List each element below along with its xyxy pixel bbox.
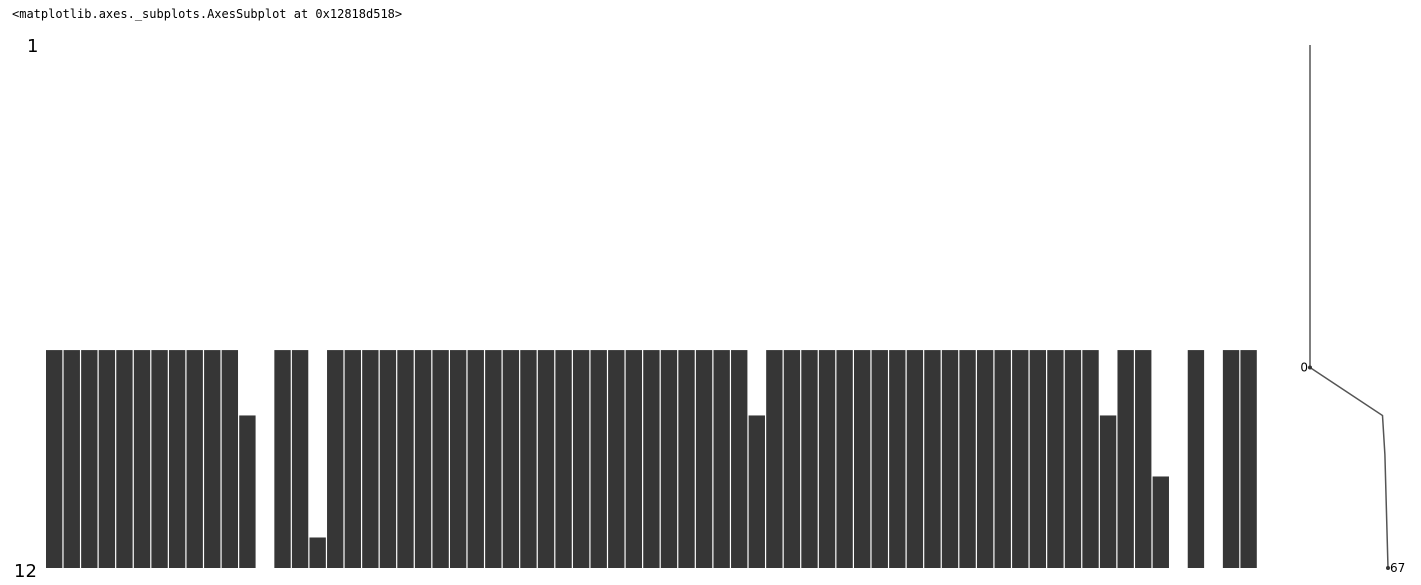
- matrix-bar-10: [204, 350, 221, 568]
- matrix-bar-61: [1099, 415, 1117, 568]
- matrix-bar-1: [46, 350, 63, 568]
- matrix-bar-12: [239, 415, 256, 568]
- matrix-bar-3: [81, 350, 98, 568]
- matrix-bar-51: [924, 350, 941, 568]
- matrix-bar-14: [274, 350, 291, 568]
- matrix-bar-60: [1082, 350, 1099, 568]
- y-tick-label-top: 1: [27, 36, 38, 57]
- matrix-bar-64: [1152, 476, 1169, 569]
- y-tick-label-bottom: 12: [14, 561, 37, 582]
- matrix-bar-24: [450, 350, 467, 568]
- matrix-bar-42: [766, 350, 783, 568]
- matrix-bar-56: [1012, 350, 1029, 568]
- matrix-bar-7: [151, 350, 168, 568]
- sparkline-min-marker: [1308, 365, 1312, 370]
- matrix-bar-66: [1187, 350, 1205, 568]
- matrix-bar-9: [186, 350, 203, 568]
- matrix-bar-52: [941, 350, 959, 568]
- sparkline-min-label: 0: [1300, 361, 1308, 375]
- matrix-bar-35: [643, 350, 660, 568]
- matrix-bar-21: [397, 350, 414, 568]
- matrix-bar-6: [133, 350, 151, 568]
- matrix-bar-47: [854, 350, 871, 568]
- matrix-bar-19: [362, 350, 379, 568]
- matrix-bar-30: [555, 350, 572, 568]
- matrix-bar-8: [168, 350, 186, 568]
- sparkline-max-label: 67: [1390, 561, 1405, 575]
- matrix-bar-25: [467, 350, 484, 568]
- matrix-bar-29: [537, 350, 555, 568]
- matrix-bar-37: [678, 350, 695, 568]
- matrix-bar-28: [520, 350, 537, 568]
- matrix-bar-44: [801, 350, 818, 568]
- matrix-bar-38: [695, 350, 713, 568]
- matrix-bar-45: [818, 350, 836, 568]
- matrix-bar-54: [976, 350, 994, 568]
- matrix-bar-68: [1222, 350, 1240, 568]
- matrix-bar-16: [309, 537, 326, 568]
- matrix-bar-39: [713, 350, 730, 568]
- matrix-bar-49: [889, 350, 906, 568]
- matrix-bar-27: [502, 350, 520, 568]
- matrix-bar-50: [906, 350, 924, 568]
- matrix-bar-41: [748, 415, 765, 568]
- matrix-bar-59: [1064, 350, 1082, 568]
- output-repr-text: <matplotlib.axes._subplots.AxesSubplot a…: [12, 7, 403, 21]
- matrix-bar-20: [379, 350, 397, 568]
- matrix-bar-40: [731, 350, 748, 568]
- matrix-bar-11: [221, 350, 239, 568]
- matrix-bar-57: [1029, 350, 1047, 568]
- matrix-bar-62: [1117, 350, 1134, 568]
- matrix-bar-32: [590, 350, 607, 568]
- matrix-bar-48: [871, 350, 888, 568]
- matrix-bar-63: [1135, 350, 1152, 568]
- matrix-bar-34: [625, 350, 643, 568]
- matrix-bar-31: [572, 350, 590, 568]
- matrix-bar-4: [98, 350, 116, 568]
- sparkline-max-marker: [1386, 566, 1390, 570]
- matrix-bar-36: [660, 350, 678, 568]
- matrix-bar-22: [414, 350, 432, 568]
- sparkline: 0 67: [1300, 45, 1405, 575]
- matrix-bar-18: [344, 350, 361, 568]
- matrix-bar-33: [608, 350, 625, 568]
- matrix-bar-43: [783, 350, 801, 568]
- matrix-bar-17: [327, 350, 344, 568]
- matrix-bar-2: [63, 350, 80, 568]
- matrix-bar-53: [959, 350, 976, 568]
- matrix-bar-58: [1047, 350, 1064, 568]
- matrix-bar-26: [485, 350, 502, 568]
- matrix-bar-5: [116, 350, 133, 568]
- matrix-bars: [46, 350, 1257, 569]
- sparkline-path: [1309, 45, 1389, 569]
- matrix-bar-46: [836, 350, 853, 568]
- matrix-bar-55: [994, 350, 1011, 568]
- matrix-bar-23: [432, 350, 449, 568]
- matrix-bar-15: [291, 350, 309, 568]
- matrix-bar-69: [1240, 350, 1257, 568]
